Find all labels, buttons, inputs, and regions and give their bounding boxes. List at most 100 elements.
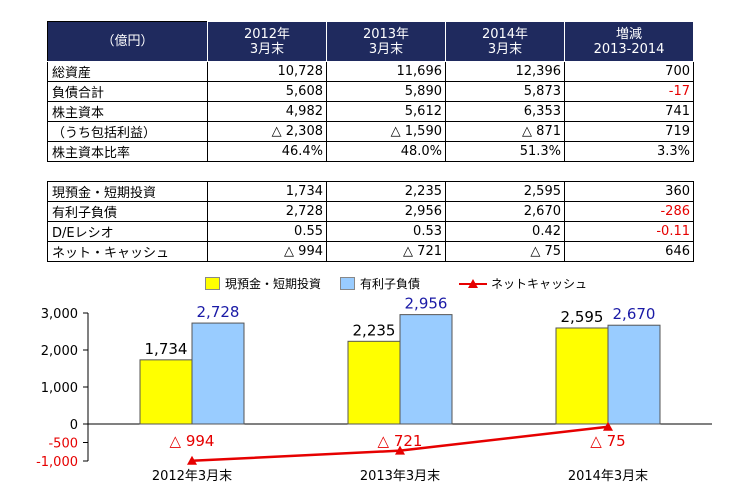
header-2013: 2013年 3月末: [326, 21, 446, 62]
cash-debt-chart: 3,000 2,000 1,000 0 -500 -1,000 1,734 2,235 2,59…: [36, 295, 712, 484]
bar-debt: [607, 324, 661, 425]
bar-data-label: 2,728: [197, 303, 240, 321]
y-tick-label: 3,000: [41, 307, 78, 322]
net-cash-data-label: △ 75: [590, 432, 625, 450]
bar-cash: [139, 359, 193, 425]
table-row: 有利子負債 2,728 2,956 2,670 -286: [47, 201, 694, 222]
bar-data-label: 2,235: [353, 321, 396, 339]
bar-data-label: 1,734: [145, 340, 188, 358]
table-cell: 5,890: [326, 81, 446, 102]
table-cell: 3.3%: [564, 141, 694, 162]
table-cell: △ 75: [445, 241, 565, 262]
table-cell: 2,670: [445, 201, 565, 222]
table-cell: △ 871: [445, 121, 565, 142]
net-cash-data-label: △ 994: [170, 432, 215, 450]
table-cell: 719: [564, 121, 694, 142]
x-category-label: 2012年3月末: [152, 469, 232, 484]
table-cell: 2,728: [207, 201, 327, 222]
net-cash-data-label: △ 721: [378, 432, 423, 450]
table-cell: 2,956: [326, 201, 446, 222]
table-row: （うち包括利益） △ 2,308 △ 1,590 △ 871 719: [47, 121, 694, 142]
table-row: 負債合計 5,608 5,890 5,873 -17: [47, 81, 694, 102]
net-cash-marker: [603, 421, 613, 431]
header-unit: （億円）: [47, 21, 208, 62]
legend-label-netcash: ネットキャッシュ: [491, 277, 588, 291]
bar-cash: [347, 340, 401, 425]
x-category-label: 2013年3月末: [360, 469, 440, 484]
x-category-label: 2014年3月末: [568, 469, 648, 484]
legend-item-debt: 有利子負債: [340, 275, 420, 292]
table-cell: 10,728: [207, 61, 327, 82]
legend-swatch-debt: [340, 277, 355, 290]
cash-debt-table: 現預金・短期投資 1,734 2,235 2,595 360 有利子負債 2,728 2,95…: [47, 181, 694, 262]
bar-data-label: 2,595: [561, 308, 604, 326]
table-cell: 11,696: [326, 61, 446, 82]
table-row: 総資産 10,728 11,696 12,396 700: [47, 61, 694, 82]
legend-marker-netcash: [459, 278, 487, 288]
table-cell: 646: [564, 241, 694, 262]
table-cell: 48.0%: [326, 141, 446, 162]
y-tick-label: -500: [48, 437, 78, 452]
row-label: 株主資本: [47, 101, 208, 122]
table-cell: 1,734: [207, 181, 327, 202]
table-cell: 0.53: [326, 221, 446, 242]
table-cell: -286: [564, 201, 694, 222]
row-label: D/Eレシオ: [47, 221, 208, 242]
header-2014: 2014年 3月末: [445, 21, 565, 62]
legend-item-cash: 現預金・短期投資: [205, 275, 321, 292]
table-cell: 46.4%: [207, 141, 327, 162]
table-cell: △ 2,308: [207, 121, 327, 142]
bar-debt: [399, 314, 453, 425]
table-cell: 51.3%: [445, 141, 565, 162]
row-label: 有利子負債: [47, 201, 208, 222]
row-label: （うち包括利益）: [47, 121, 208, 142]
header-change: 増減 2013-2014: [564, 21, 694, 62]
table-row: 株主資本 4,982 5,612 6,353 741: [47, 101, 694, 122]
table-cell: 4,982: [207, 101, 327, 122]
row-label: 負債合計: [47, 81, 208, 102]
bar-data-label: 2,956: [405, 295, 448, 313]
table-cell: 5,608: [207, 81, 327, 102]
row-label: 株主資本比率: [47, 141, 208, 162]
net-cash-marker: [187, 455, 197, 465]
table-cell: 2,595: [445, 181, 565, 202]
balance-sheet-table: （億円） 2012年 3月末 2013年 3月末 2014年 3月末 増減 2013-2…: [47, 21, 694, 162]
table-cell: 360: [564, 181, 694, 202]
table-cell: △ 1,590: [326, 121, 446, 142]
table-cell: -0.11: [564, 221, 694, 242]
row-label: ネット・キャッシュ: [47, 241, 208, 262]
legend-swatch-cash: [205, 277, 220, 290]
table-row: D/Eレシオ 0.55 0.53 0.42 -0.11: [47, 221, 694, 242]
table-cell: 6,353: [445, 101, 565, 122]
y-tick-label: -1,000: [36, 455, 78, 470]
y-tick-label: 1,000: [41, 381, 78, 396]
table-cell: 2,235: [326, 181, 446, 202]
table-cell: 741: [564, 101, 694, 122]
table-row: ネット・キャッシュ △ 994 △ 721 △ 75 646: [47, 241, 694, 262]
legend-item-netcash: ネットキャッシュ: [458, 275, 587, 292]
table-cell: 0.55: [207, 221, 327, 242]
bar-data-label: 2,670: [613, 305, 656, 323]
bar-cash: [555, 327, 609, 425]
table-cell: 0.42: [445, 221, 565, 242]
table-header-row: （億円） 2012年 3月末 2013年 3月末 2014年 3月末 増減 2013-2…: [47, 21, 694, 62]
legend-label-debt: 有利子負債: [360, 277, 421, 291]
row-label: 総資産: [47, 61, 208, 82]
table-cell: 5,873: [445, 81, 565, 102]
table-cell: △ 721: [326, 241, 446, 262]
table-cell: 12,396: [445, 61, 565, 82]
row-label: 現預金・短期投資: [47, 181, 208, 202]
y-tick-label: 0: [70, 418, 78, 433]
header-2012: 2012年 3月末: [207, 21, 327, 62]
net-cash-marker: [395, 445, 405, 455]
table-cell: 5,612: [326, 101, 446, 122]
table-row: 株主資本比率 46.4% 48.0% 51.3% 3.3%: [47, 141, 694, 162]
y-tick-label: 2,000: [41, 344, 78, 359]
table-row: 現預金・短期投資 1,734 2,235 2,595 360: [47, 181, 694, 202]
table-cell: -17: [564, 81, 694, 102]
table-cell: 700: [564, 61, 694, 82]
table-cell: △ 994: [207, 241, 327, 262]
chart-legend: 現預金・短期投資 有利子負債 ネットキャッシュ: [0, 272, 750, 294]
legend-label-cash: 現預金・短期投資: [225, 277, 322, 291]
bar-debt: [191, 322, 245, 425]
